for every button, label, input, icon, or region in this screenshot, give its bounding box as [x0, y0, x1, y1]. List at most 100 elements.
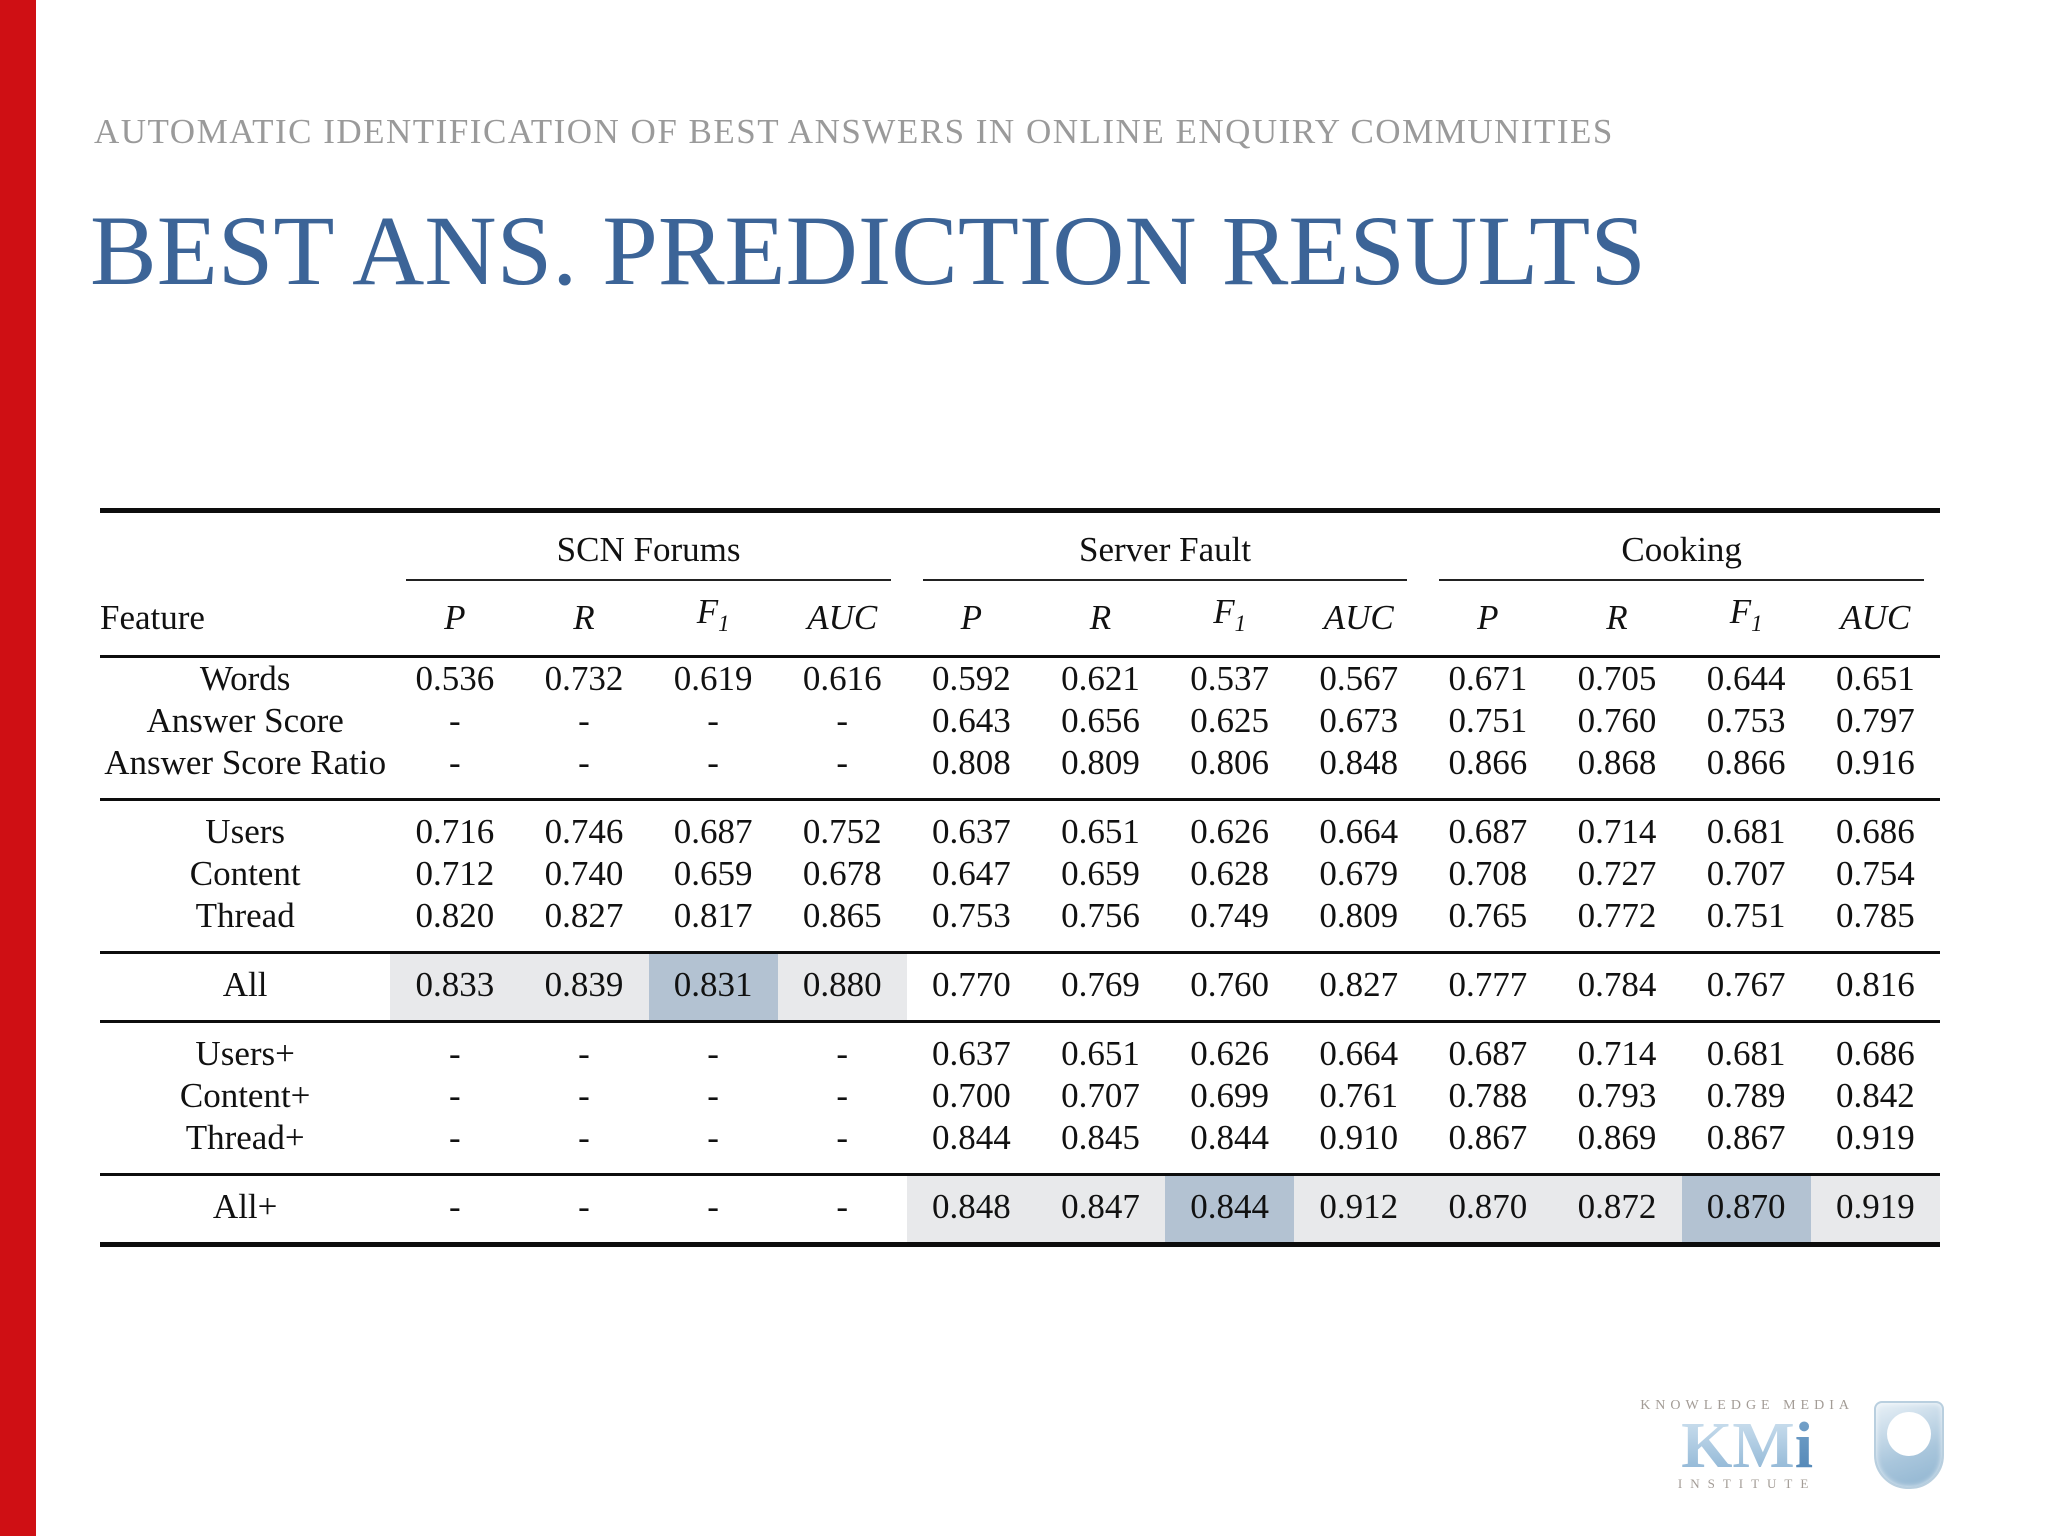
kmi-wordmark-km: KM [1681, 1409, 1795, 1482]
table-row: Users 0.716 0.746 0.687 0.752 0.637 0.651 0.626… [100, 798, 1940, 853]
value-cell: 0.751 [1706, 896, 1786, 935]
feature-cell: Content+ [179, 1076, 311, 1115]
value-cell: 0.866 [1706, 743, 1786, 782]
table-row: Answer Score Ratio - - - - 0.808 0.809 0.806 0.8… [100, 742, 1940, 800]
metric-header-p: P [390, 581, 520, 658]
results-table: SCN Forums Server Fault Cooking Feature P R F1… [100, 508, 1940, 1247]
value-cell: 0.789 [1706, 1076, 1786, 1115]
value-cell: 0.664 [1294, 1020, 1424, 1075]
value-cell: 0.848 [1319, 743, 1399, 782]
kmi-logo-text: KNOWLEDGE MEDIA KMi INSTITUTE [1640, 1398, 1854, 1492]
value-cell: - [836, 1118, 849, 1157]
value-cell: 0.699 [1190, 1076, 1269, 1115]
value-cell: 0.628 [1190, 854, 1269, 893]
value-cell: - [707, 1118, 719, 1157]
value-cell: 0.772 [1577, 896, 1657, 935]
value-cell: 0.592 [932, 659, 1011, 698]
table-row: Words 0.536 0.732 0.619 0.616 0.592 0.621 0.537… [100, 657, 1940, 701]
value-cell: 0.754 [1835, 854, 1915, 893]
value-cell: 0.919 [1810, 1173, 1940, 1247]
value-cell: 0.761 [1319, 1076, 1399, 1115]
value-cell: - [578, 1076, 590, 1115]
value-cell: 0.797 [1835, 701, 1915, 740]
value-cell: 0.868 [1577, 743, 1657, 782]
value-cell: 0.806 [1190, 743, 1269, 782]
metric-header-auc: AUC [777, 581, 907, 658]
value-cell: 0.659 [1061, 854, 1140, 893]
value-cell: 0.808 [932, 743, 1011, 782]
metric-header-p: P [1423, 581, 1553, 658]
value-cell: 0.845 [1061, 1118, 1140, 1157]
kmi-wordmark-i: i [1794, 1409, 1814, 1482]
value-cell: 0.651 [1035, 798, 1166, 853]
group-header-spacer [100, 508, 391, 581]
value-cell: 0.870 [1423, 1173, 1553, 1247]
value-cell: 0.659 [673, 854, 753, 893]
kmi-logo-bottom-line: INSTITUTE [1677, 1476, 1817, 1491]
value-cell: 0.765 [1448, 896, 1528, 935]
value-cell: - [707, 1076, 719, 1115]
value-cell: 0.867 [1448, 1118, 1528, 1157]
value-cell: 0.866 [1448, 743, 1528, 782]
value-cell: 0.616 [802, 659, 882, 698]
feature-cell: All+ [100, 1173, 391, 1247]
value-cell: - [519, 1020, 649, 1075]
group-header-label: Server Fault [922, 529, 1408, 581]
value-cell: 0.732 [544, 659, 624, 698]
metric-header-row: Feature P R F1 AUC P R F1 AUC P R F1 AUC [100, 581, 1940, 658]
value-cell: 0.919 [1835, 1118, 1915, 1157]
value-cell: - [777, 1173, 907, 1247]
value-cell: 0.760 [1165, 951, 1295, 1022]
value-cell: 0.844 [932, 1118, 1011, 1157]
value-cell: 0.708 [1448, 854, 1528, 893]
metric-header-p: P [906, 581, 1036, 658]
value-cell: - [449, 743, 461, 782]
value-cell: - [836, 743, 849, 782]
value-cell: 0.827 [544, 896, 624, 935]
value-cell: 0.679 [1319, 854, 1399, 893]
value-cell: 0.784 [1552, 951, 1682, 1022]
value-cell: 0.686 [1810, 798, 1940, 853]
metric-header-f1: F1 [1165, 581, 1295, 658]
value-cell: 0.651 [1035, 1020, 1166, 1075]
value-cell: 0.740 [544, 854, 624, 893]
kmi-logo: KNOWLEDGE MEDIA KMi INSTITUTE [1640, 1398, 1944, 1492]
value-cell: 0.707 [1061, 1076, 1140, 1115]
table-row: Content+ - - - - 0.700 0.707 0.699 0.761 0.788 0.7… [100, 1075, 1940, 1117]
value-cell: 0.673 [1319, 701, 1399, 740]
value-cell: 0.833 [390, 951, 520, 1022]
value-cell: - [836, 1076, 849, 1115]
value-cell: 0.844 [1190, 1118, 1269, 1157]
value-cell: 0.910 [1319, 1118, 1399, 1157]
value-cell: 0.644 [1706, 659, 1786, 698]
value-cell: - [519, 1173, 649, 1247]
value-cell: - [707, 743, 719, 782]
value-cell: 0.626 [1165, 1020, 1295, 1075]
value-cell: 0.678 [802, 854, 882, 893]
value-cell: 0.700 [932, 1076, 1011, 1115]
value-cell: 0.687 [1423, 798, 1553, 853]
value-cell: 0.643 [932, 701, 1011, 740]
value-cell: 0.626 [1165, 798, 1295, 853]
table-row: Thread 0.820 0.827 0.817 0.865 0.753 0.756 0.74… [100, 895, 1940, 953]
feature-cell: Content [189, 854, 301, 893]
value-cell: 0.714 [1552, 798, 1682, 853]
feature-cell: Users [100, 798, 391, 853]
table-row: Answer Score - - - - 0.643 0.656 0.625 0.673 0.75… [100, 700, 1940, 742]
metric-header-r: R [1035, 581, 1166, 658]
value-cell: 0.839 [519, 951, 649, 1022]
feature-cell: Thread [195, 896, 295, 935]
group-header-1: SCN Forums [390, 508, 907, 581]
value-cell: 0.681 [1681, 1020, 1811, 1075]
metric-header-f1: F1 [1681, 581, 1811, 658]
value-cell: 0.816 [1810, 951, 1940, 1022]
value-cell: 0.777 [1423, 951, 1553, 1022]
value-cell: 0.567 [1319, 659, 1399, 698]
feature-cell: All [100, 951, 391, 1022]
metric-header-f1: F1 [648, 581, 778, 658]
value-cell: 0.869 [1577, 1118, 1657, 1157]
metric-header-auc: AUC [1294, 581, 1424, 658]
value-cell: 0.619 [673, 659, 753, 698]
metric-header-r: R [1552, 581, 1682, 658]
value-cell: 0.671 [1448, 659, 1528, 698]
